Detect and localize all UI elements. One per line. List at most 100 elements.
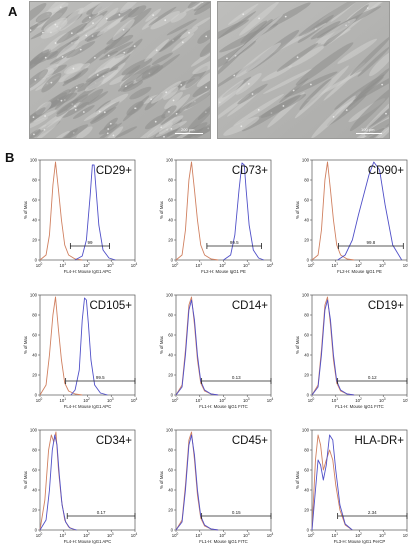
y-tick-label: 20: [304, 373, 309, 378]
marker-title: CD19+: [368, 300, 404, 312]
cell-nucleus: [32, 116, 35, 119]
cell-shape: [159, 35, 182, 53]
y-tick-label: 40: [168, 218, 173, 223]
cell-nucleus: [44, 115, 46, 117]
histogram-panel: 0 20 40 60 80 100 % of Max 100 101 102 103 104 FL1-H…: [159, 293, 274, 409]
y-tick-label: 80: [304, 448, 309, 453]
y-tick-label: 60: [168, 468, 173, 473]
cell-nucleus: [88, 16, 91, 19]
cell-shape: [194, 2, 210, 16]
cell-shape: [30, 49, 50, 74]
y-axis-label: % of Max: [295, 335, 300, 354]
cell-shape: [218, 11, 257, 39]
cell-nucleus: [385, 112, 387, 115]
cell-nucleus: [180, 84, 183, 86]
cell-nucleus: [152, 14, 155, 17]
cell-nucleus: [103, 111, 106, 114]
x-tick-label: 101: [59, 397, 66, 403]
cell-nucleus: [181, 41, 184, 44]
scale-bar: [356, 133, 382, 134]
isotype-control-line: [39, 161, 83, 261]
cell-nucleus: [74, 108, 77, 111]
cell-shape: [353, 67, 389, 102]
x-tick-label: 101: [331, 532, 338, 538]
cell-shape: [35, 117, 62, 138]
cell-nucleus: [309, 83, 312, 86]
cell-nucleus: [54, 42, 57, 44]
cell-nucleus: [205, 86, 208, 89]
y-tick-label: 20: [304, 508, 309, 513]
cell-shape: [360, 122, 389, 138]
marker-histogram-line: [337, 161, 403, 261]
cell-shape: [196, 70, 210, 87]
y-tick-label: 40: [168, 488, 173, 493]
x-tick-label: 101: [331, 397, 338, 403]
x-tick-label: 103: [107, 397, 114, 403]
x-tick-label: 104: [267, 262, 274, 268]
cell-shape: [186, 89, 210, 109]
cell-shape: [129, 86, 152, 100]
x-axis-label: FL1-H: Mouse IgG1 FITC: [199, 404, 247, 409]
cell-nucleus: [50, 81, 53, 84]
cell-shape: [84, 69, 119, 92]
marker-histogram-line: [175, 299, 219, 396]
y-tick-label: 80: [304, 178, 309, 183]
marker-title: CD14+: [232, 300, 268, 312]
histogram-panel: 0 20 40 60 80 100 % of Max 100 101 102 103 104 FL2-H…: [295, 158, 408, 274]
y-tick-label: 0: [171, 258, 174, 263]
cell-nucleus: [93, 56, 96, 59]
x-tick-label: 104: [403, 397, 408, 403]
x-tick-label: 102: [83, 532, 90, 538]
cell-shape: [193, 2, 210, 12]
cell-nucleus: [79, 48, 82, 51]
y-axis-label: % of Max: [23, 470, 28, 489]
cell-nucleus: [175, 112, 178, 115]
marker-histogram-line: [39, 434, 77, 531]
x-tick-label: 104: [267, 397, 274, 403]
cell-shape: [187, 2, 205, 9]
x-tick-label: 100: [308, 397, 315, 403]
micrograph-low-magnification: 200 μm: [29, 1, 211, 139]
cell-nucleus: [123, 51, 126, 54]
x-tick-label: 101: [59, 262, 66, 268]
cell-shape: [162, 86, 179, 100]
y-tick-label: 0: [307, 528, 310, 533]
scale-bar: [175, 133, 203, 134]
cell-shape: [30, 117, 49, 132]
cell-nucleus: [247, 82, 250, 85]
cell-nucleus: [257, 108, 260, 111]
y-tick-label: 20: [32, 508, 37, 513]
cell-shape: [235, 42, 282, 78]
y-tick-label: 40: [304, 353, 309, 358]
scale-bar-label: 100 μm: [361, 127, 375, 132]
cell-shape: [148, 6, 177, 26]
y-tick-label: 80: [304, 313, 309, 318]
cell-shape: [263, 68, 313, 95]
x-tick-label: 103: [379, 262, 386, 268]
cell-shape: [120, 6, 140, 22]
cell-nucleus: [105, 17, 108, 20]
cell-nucleus: [381, 83, 384, 86]
cell-nucleus: [107, 128, 110, 130]
cell-shape: [56, 99, 79, 117]
cell-nucleus: [60, 99, 63, 102]
histogram-panel: 0 20 40 60 80 100 % of Max 100 101 102 103 104 FL4-H…: [23, 428, 138, 544]
cell-shape: [76, 88, 104, 109]
cell-nucleus: [118, 13, 121, 16]
cell-nucleus: [92, 22, 94, 25]
y-tick-label: 60: [304, 333, 309, 338]
x-tick-label: 100: [172, 262, 179, 268]
cell-nucleus: [70, 32, 73, 35]
cell-nucleus: [164, 19, 167, 22]
y-tick-label: 0: [35, 393, 38, 398]
marker-title: CD105+: [89, 300, 132, 312]
cell-nucleus: [122, 28, 125, 31]
marker-histogram-line: [311, 434, 353, 531]
cell-nucleus: [233, 74, 236, 77]
cell-shape: [369, 51, 389, 77]
cell-shape: [294, 65, 349, 119]
x-tick-label: 103: [379, 532, 386, 538]
x-axis-label: FL4-H: Mouse IgG1 APC: [64, 539, 112, 544]
cell-nucleus: [75, 86, 78, 89]
